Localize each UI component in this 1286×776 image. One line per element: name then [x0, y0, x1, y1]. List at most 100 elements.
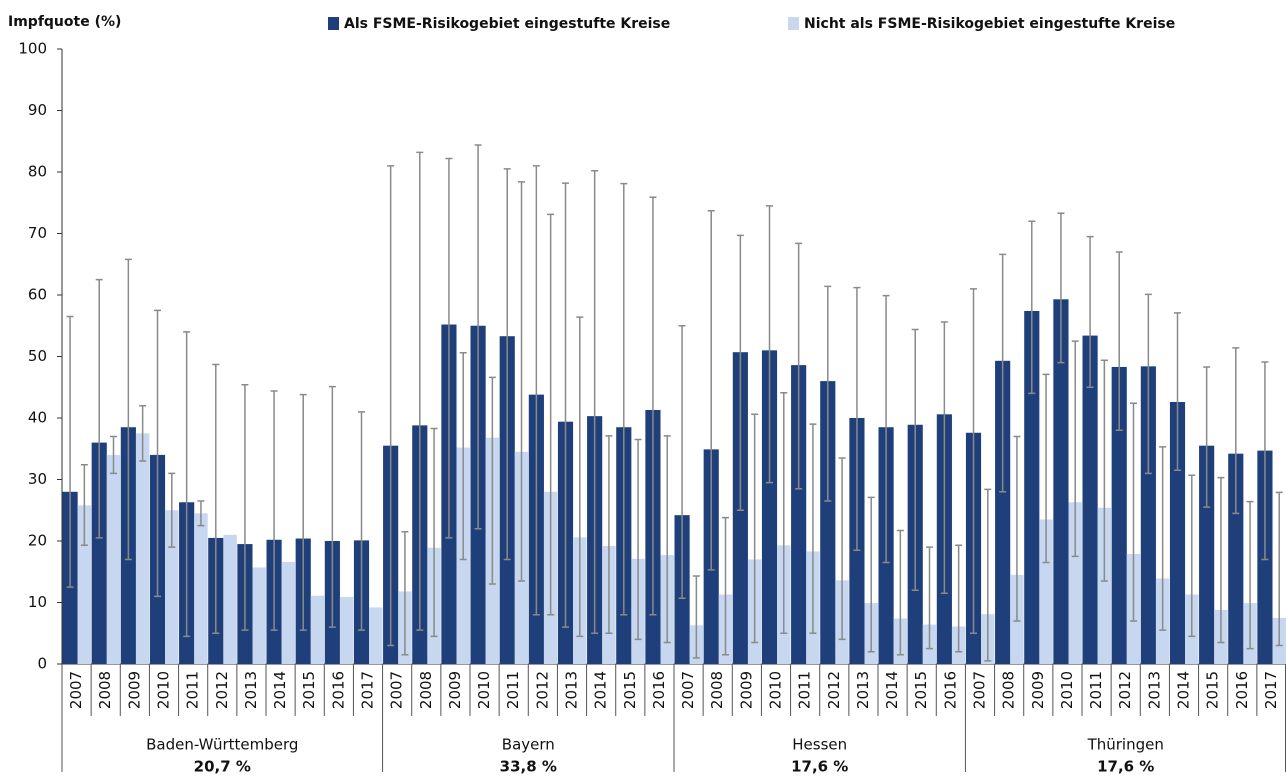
bar	[1039, 519, 1053, 664]
x-tick-label: 2011	[504, 671, 522, 709]
x-tick-label: 2007	[679, 671, 697, 709]
y-tick-label: 30	[28, 470, 47, 488]
y-axis-label: Impfquote (%)	[8, 14, 121, 30]
error-bar	[299, 393, 307, 631]
error-bar	[853, 286, 861, 551]
bar	[1199, 445, 1215, 664]
x-tick-label: 2011	[184, 671, 202, 709]
x-tick-label: 2009	[446, 671, 464, 709]
error-bar	[1232, 347, 1240, 515]
error-bar	[270, 390, 278, 631]
y-tick-label: 70	[28, 224, 47, 242]
group-label: Thüringen	[1087, 736, 1164, 754]
bar	[995, 360, 1011, 664]
group-label: Bayern	[502, 736, 555, 754]
error-bar	[503, 168, 511, 561]
error-bar	[591, 170, 599, 634]
x-tick-label: 2013	[563, 671, 581, 709]
error-bar	[328, 385, 336, 628]
x-tick-label: 2016	[650, 671, 668, 709]
bar	[1097, 507, 1112, 664]
error-bar	[780, 392, 788, 634]
legend-swatch	[328, 17, 339, 30]
error-bar	[882, 294, 890, 564]
y-tick-label: 40	[28, 409, 47, 427]
bar	[1024, 310, 1040, 664]
group-label: Hessen	[792, 736, 847, 754]
x-tick-label: 2008	[1000, 671, 1018, 709]
group-summary: 33,8 %	[500, 758, 557, 776]
bar	[106, 454, 121, 664]
error-bar	[678, 325, 686, 599]
error-bar	[766, 205, 774, 484]
error-bar	[518, 181, 525, 582]
y-tick-label: 0	[37, 655, 47, 673]
error-bar	[634, 438, 642, 641]
bar	[820, 381, 836, 664]
x-tick-label: 2008	[708, 671, 726, 709]
error-bar	[532, 165, 540, 616]
bar	[310, 595, 325, 664]
x-tick-label: 2016	[941, 671, 959, 709]
x-tick-label: 2011	[1087, 671, 1105, 709]
error-bar	[809, 423, 817, 634]
x-tick-label: 2015	[1204, 671, 1222, 709]
error-bar	[1144, 293, 1152, 475]
error-bar	[1042, 373, 1050, 564]
bar	[1053, 299, 1069, 664]
x-tick-label: 2013	[1145, 671, 1163, 709]
error-bar	[649, 196, 657, 616]
bar	[252, 567, 266, 664]
group-summary: 17,6 %	[1097, 758, 1154, 776]
x-tick-label: 2014	[883, 671, 901, 709]
x-tick-label: 2015	[300, 671, 318, 709]
error-bar	[1057, 212, 1065, 364]
x-tick-label: 2011	[796, 671, 814, 709]
bar	[135, 433, 150, 664]
error-bar	[576, 316, 584, 638]
y-tick-label: 80	[28, 163, 47, 181]
group-label: Baden-Württemberg	[146, 736, 298, 754]
error-bar	[1013, 435, 1021, 622]
error-bar	[605, 435, 613, 634]
error-bar	[1028, 220, 1036, 395]
bar	[1140, 366, 1156, 664]
error-bar	[241, 384, 249, 631]
error-bar	[1174, 312, 1182, 472]
x-tick-label: 2015	[912, 671, 930, 709]
error-bar	[1115, 251, 1123, 432]
x-tick-label: 2010	[475, 671, 493, 709]
x-tick-label: 2009	[1029, 671, 1047, 709]
error-bar	[416, 151, 424, 631]
error-bar	[1203, 366, 1211, 508]
x-tick-label: 2007	[67, 671, 85, 709]
x-tick-label: 2010	[155, 671, 173, 709]
x-tick-label: 2013	[854, 671, 872, 709]
error-bar	[1246, 500, 1254, 650]
bar	[194, 513, 208, 664]
bar	[1228, 453, 1244, 664]
x-tick-label: 2014	[592, 671, 610, 709]
group-summary: 20,7 %	[194, 758, 251, 776]
x-tick-label: 2017	[1262, 671, 1280, 709]
y-tick-label: 90	[28, 101, 47, 119]
y-tick-label: 20	[28, 532, 47, 550]
error-bar	[1261, 361, 1269, 561]
error-bar	[824, 285, 832, 502]
error-bar	[562, 182, 570, 628]
x-tick-label: 2016	[329, 671, 347, 709]
x-tick-label: 2016	[1233, 671, 1251, 709]
error-bar	[1217, 476, 1225, 644]
x-tick-label: 2009	[737, 671, 755, 709]
error-bar	[139, 404, 147, 462]
error-bar	[183, 331, 191, 638]
error-bar	[984, 488, 992, 662]
x-tick-label: 2014	[1175, 671, 1193, 709]
error-bar	[911, 328, 919, 591]
y-tick-label: 10	[28, 593, 47, 611]
error-bar	[212, 363, 220, 634]
x-tick-label: 2012	[533, 671, 551, 709]
error-bar	[124, 258, 132, 561]
bar	[223, 534, 237, 664]
x-tick-label: 2012	[213, 671, 231, 709]
